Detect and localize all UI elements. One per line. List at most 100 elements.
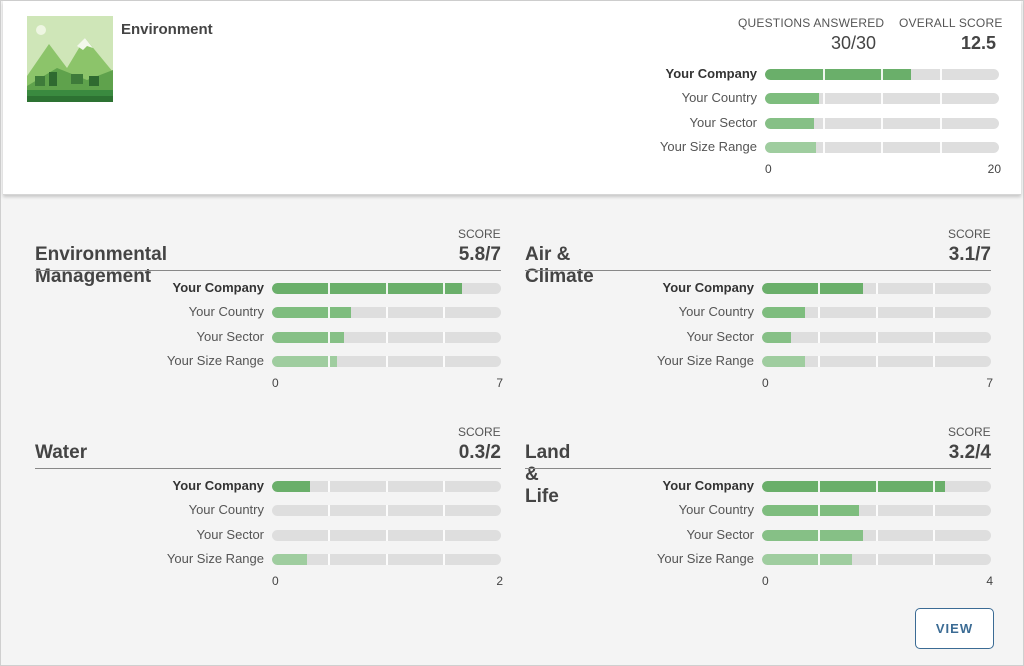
- bar-divider: [385, 307, 388, 319]
- bar-divider: [328, 355, 331, 367]
- overview-axis-min: 0: [765, 162, 772, 177]
- panel-score: 0.3/2: [458, 442, 501, 463]
- air-and-climate-axis-min: 0: [762, 376, 769, 391]
- bar-divider: [818, 553, 821, 565]
- land-and-life-axis-min: 0: [762, 574, 769, 589]
- water-your-company-fill: [272, 481, 310, 492]
- air-and-climate-your-company-bar: [762, 283, 991, 294]
- environmental-management-your-sector-bar: [272, 331, 501, 343]
- bar-divider: [385, 481, 388, 492]
- water-your-country-label: Your Country: [188, 502, 264, 518]
- environmental-management-your-company-bar: [272, 283, 501, 294]
- questions-answered-value: 30/30: [831, 33, 877, 53]
- bar-divider: [328, 553, 331, 565]
- air-and-climate-your-size-range-bar: [762, 355, 991, 367]
- bar-divider: [939, 93, 942, 105]
- environmental-management-your-country-bar: [272, 307, 501, 319]
- environmental-management-axis-max: 7: [496, 376, 503, 391]
- bar-divider: [875, 505, 878, 517]
- bar-divider: [385, 505, 388, 517]
- environmental-management-your-company-label: Your Company: [172, 280, 265, 295]
- water-your-company-label: Your Company: [172, 478, 265, 493]
- bar-divider: [442, 505, 445, 517]
- bar-divider: [932, 283, 935, 294]
- bar-divider: [875, 307, 878, 319]
- bar-divider: [881, 93, 883, 105]
- land-and-life-your-sector-fill: [762, 529, 863, 541]
- mountain-landscape-icon: [27, 16, 113, 102]
- bar-divider: [442, 355, 445, 367]
- water-your-country-bar: [272, 505, 501, 517]
- panel-score-label: SCORE: [948, 425, 991, 439]
- air-and-climate-your-size-range-fill: [762, 355, 805, 367]
- summary-card: Environment QUESTIONS ANSWERED 30/30 OVE…: [3, 1, 1021, 195]
- bar-divider: [442, 331, 445, 343]
- bar-divider: [875, 331, 878, 343]
- panel-title: Water: [35, 442, 88, 463]
- water-your-sector-label: Your Sector: [196, 526, 264, 542]
- water-your-size-range-fill: [272, 553, 308, 565]
- overview-your-country-bar: [765, 93, 999, 105]
- water-axis-max: 2: [496, 574, 503, 589]
- land-and-life-your-company-bar: [762, 481, 991, 492]
- panel-divider: [35, 270, 501, 271]
- panel-title: Environmental Management: [35, 244, 167, 287]
- panel-divider: [35, 468, 501, 469]
- bar-divider: [932, 481, 935, 492]
- water-axis-min: 0: [272, 574, 279, 589]
- air-and-climate-your-company-label: Your Company: [662, 280, 755, 295]
- bar-divider: [932, 355, 935, 367]
- bar-divider: [881, 141, 883, 153]
- bar-divider: [875, 481, 878, 492]
- panel-score: 3.1/7: [948, 244, 991, 265]
- overview-your-country-fill: [765, 93, 819, 105]
- overview-your-company-fill: [765, 69, 912, 80]
- overall-score-label: OVERALL SCORE: [899, 16, 1003, 30]
- bar-divider: [818, 355, 821, 367]
- overview-your-sector-label: Your Sector: [689, 114, 757, 130]
- air-and-climate-your-company-fill: [762, 283, 864, 294]
- bar-divider: [328, 481, 331, 492]
- environmental-management-axis-min: 0: [272, 376, 279, 391]
- water-your-company-bar: [272, 481, 501, 492]
- water-your-size-range-label: Your Size Range: [166, 550, 264, 566]
- overview-your-company-bar: [765, 69, 999, 80]
- panel-divider: [525, 270, 991, 271]
- air-and-climate-your-sector-fill: [762, 331, 792, 343]
- bar-divider: [385, 553, 388, 565]
- bar-divider: [385, 331, 388, 343]
- bar-divider: [328, 529, 331, 541]
- bar-divider: [881, 117, 883, 129]
- overall-score-value: 12.5: [961, 33, 997, 53]
- bar-divider: [818, 505, 821, 517]
- air-and-climate-your-country-fill: [762, 307, 805, 319]
- bar-divider: [939, 69, 942, 80]
- overview-your-size-range-bar: [765, 141, 999, 153]
- bar-divider: [875, 283, 878, 294]
- bar-divider: [822, 93, 825, 105]
- bar-divider: [328, 283, 331, 294]
- overview-your-sector-fill: [765, 117, 815, 129]
- section-title: Environment: [121, 21, 213, 38]
- bar-divider: [442, 481, 445, 492]
- land-and-life-your-size-range-label: Your Size Range: [656, 550, 754, 566]
- view-button[interactable]: VIEW: [915, 608, 994, 649]
- bar-divider: [932, 553, 935, 565]
- bar-divider: [932, 529, 935, 541]
- panel-divider: [525, 468, 991, 469]
- bar-divider: [818, 481, 821, 492]
- bar-divider: [875, 355, 878, 367]
- bar-divider: [881, 69, 883, 80]
- bar-divider: [822, 141, 825, 153]
- land-and-life-your-company-label: Your Company: [662, 478, 755, 493]
- bar-divider: [328, 505, 331, 517]
- bar-divider: [442, 553, 445, 565]
- environmental-management-your-company-fill: [272, 283, 462, 294]
- questions-answered-label: QUESTIONS ANSWERED: [738, 16, 885, 30]
- bar-divider: [328, 307, 331, 319]
- bar-divider: [818, 283, 821, 294]
- overview-your-size-range-label: Your Size Range: [659, 138, 757, 154]
- environmental-management-your-size-range-bar: [272, 355, 501, 367]
- air-and-climate-your-sector-label: Your Sector: [686, 328, 754, 344]
